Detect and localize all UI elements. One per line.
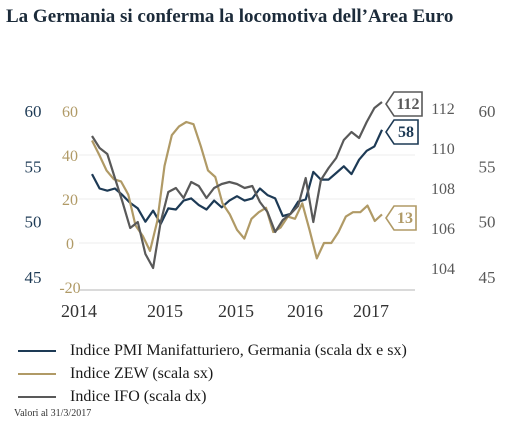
legend-item-pmi: Indice PMI Manifatturiero, Germania (sca… xyxy=(18,342,407,360)
tick-label-outer-left: 55 xyxy=(25,157,42,176)
end-label-box-pmi xyxy=(385,119,419,145)
x-tick-label: 2016 xyxy=(287,301,323,321)
tick-label-outer-left: 60 xyxy=(25,102,42,121)
outer-right-axis: 60 55 50 45 xyxy=(479,102,496,287)
inner-right-axis: 112 110 108 106 104 xyxy=(431,101,455,278)
tick-label-outer-right: 55 xyxy=(479,157,496,176)
series-line-zew xyxy=(91,120,383,260)
tick-label-outer-right: 45 xyxy=(479,268,496,287)
x-tick-label: 2017 xyxy=(353,301,389,321)
legend-swatch-zew xyxy=(18,373,56,376)
tick-label-outer-right: 60 xyxy=(479,102,496,121)
series-line-pmi xyxy=(91,129,384,225)
tick-label-inner-left: 0 xyxy=(66,236,74,253)
legend-swatch-pmi xyxy=(18,350,56,353)
end-label-pmi: 58 xyxy=(398,124,414,141)
legend-item-zew: Indice ZEW (scala sx) xyxy=(18,365,213,383)
tick-label-inner-right: 108 xyxy=(431,181,455,198)
end-label-box-zew xyxy=(385,205,417,231)
end-label-zew: 13 xyxy=(397,210,413,227)
legend-item-ifo: Indice IFO (scala dx) xyxy=(18,388,206,406)
end-label-box-ifo xyxy=(385,91,423,117)
end-label-ifo: 112 xyxy=(396,96,419,113)
chart-area: 60 55 50 45 60 40 20 0 -20 112 110 108 106 104 60 55… xyxy=(25,91,496,321)
tick-label-outer-right: 50 xyxy=(479,213,496,232)
outer-left-axis: 60 55 50 45 xyxy=(25,102,42,287)
tick-label-inner-left: 60 xyxy=(62,104,78,121)
tick-label-inner-left: 20 xyxy=(62,192,78,209)
legend-label-zew: Indice ZEW (scala sx) xyxy=(70,365,214,382)
tick-label-inner-right: 112 xyxy=(431,101,454,118)
x-tick-label: 2014 xyxy=(61,301,97,321)
x-tick-label: 2015 xyxy=(218,301,254,321)
tick-label-inner-right: 104 xyxy=(431,261,455,278)
x-tick-label: 2015 xyxy=(147,301,183,321)
series-line-ifo xyxy=(91,101,383,270)
legend-label-pmi: Indice PMI Manifatturiero, Germania (sca… xyxy=(70,342,407,359)
inner-left-axis: 60 40 20 0 -20 xyxy=(59,104,80,297)
tick-label-outer-left: 45 xyxy=(25,268,42,287)
tick-label-inner-right: 106 xyxy=(431,221,455,238)
tick-label-outer-left: 50 xyxy=(25,213,42,232)
chart-title: La Germania si conferma la locomotiva de… xyxy=(6,6,454,27)
end-value-labels: 58 13 112 xyxy=(385,91,423,231)
tick-label-inner-left: -20 xyxy=(59,280,80,297)
legend-swatch-ifo xyxy=(18,396,56,399)
series-lines xyxy=(91,101,384,270)
footnote: Valori al 31/3/2017 xyxy=(14,408,92,419)
tick-label-inner-right: 110 xyxy=(431,141,454,158)
legend-label-ifo: Indice IFO (scala dx) xyxy=(70,388,207,405)
x-tick-labels: 2014 2015 2015 2016 2017 xyxy=(61,301,389,321)
tick-label-inner-left: 40 xyxy=(62,148,78,165)
